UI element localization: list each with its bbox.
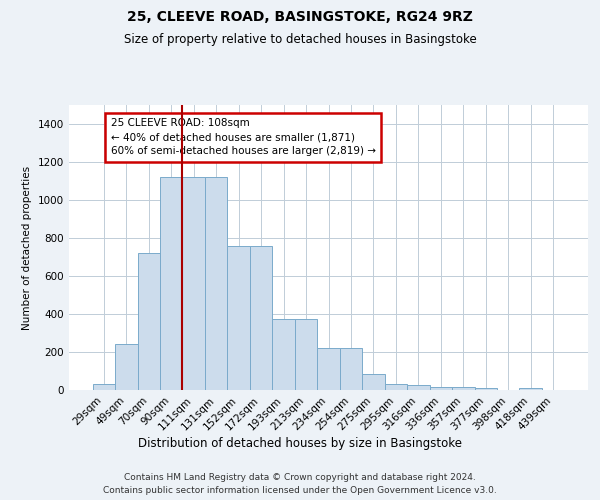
Bar bbox=[182, 177, 205, 390]
Text: 25, CLEEVE ROAD, BASINGSTOKE, RG24 9RZ: 25, CLEEVE ROAD, BASINGSTOKE, RG24 9RZ bbox=[127, 10, 473, 24]
Bar bbox=[362, 374, 385, 390]
Bar bbox=[407, 385, 430, 390]
Bar bbox=[452, 387, 475, 390]
Bar bbox=[520, 388, 542, 390]
Bar bbox=[92, 384, 115, 390]
Bar bbox=[430, 387, 452, 390]
Bar bbox=[317, 348, 340, 390]
Bar bbox=[227, 246, 250, 390]
Bar bbox=[250, 246, 272, 390]
Bar bbox=[205, 177, 227, 390]
Text: 25 CLEEVE ROAD: 108sqm
← 40% of detached houses are smaller (1,871)
60% of semi-: 25 CLEEVE ROAD: 108sqm ← 40% of detached… bbox=[110, 118, 376, 156]
Bar bbox=[475, 388, 497, 390]
Bar bbox=[340, 348, 362, 390]
Bar bbox=[137, 253, 160, 390]
Bar bbox=[295, 319, 317, 390]
Bar bbox=[385, 384, 407, 390]
Text: Contains public sector information licensed under the Open Government Licence v3: Contains public sector information licen… bbox=[103, 486, 497, 495]
Text: Contains HM Land Registry data © Crown copyright and database right 2024.: Contains HM Land Registry data © Crown c… bbox=[124, 472, 476, 482]
Bar bbox=[160, 177, 182, 390]
Bar bbox=[272, 319, 295, 390]
Text: Size of property relative to detached houses in Basingstoke: Size of property relative to detached ho… bbox=[124, 32, 476, 46]
Text: Distribution of detached houses by size in Basingstoke: Distribution of detached houses by size … bbox=[138, 438, 462, 450]
Y-axis label: Number of detached properties: Number of detached properties bbox=[22, 166, 32, 330]
Bar bbox=[115, 344, 137, 390]
